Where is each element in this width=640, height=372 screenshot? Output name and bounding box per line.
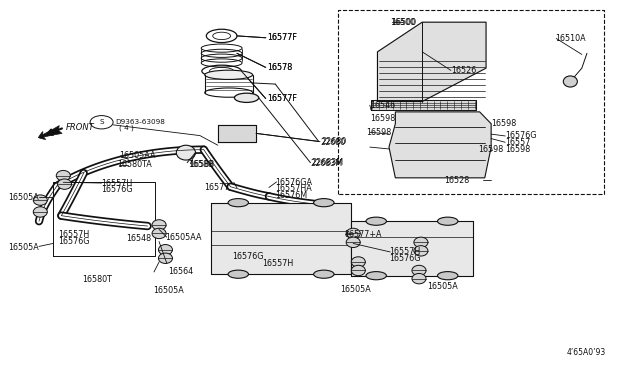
Text: 16576G: 16576G: [101, 185, 132, 194]
Ellipse shape: [159, 244, 173, 255]
Text: 16505AA: 16505AA: [166, 232, 202, 242]
Text: 16576M: 16576M: [275, 191, 307, 200]
Text: 16577F: 16577F: [267, 33, 297, 42]
Text: 16598: 16598: [478, 145, 504, 154]
Polygon shape: [218, 125, 256, 141]
Ellipse shape: [228, 199, 248, 207]
Ellipse shape: [366, 217, 387, 225]
Polygon shape: [371, 100, 476, 110]
Ellipse shape: [414, 237, 428, 247]
Text: 16577F: 16577F: [268, 94, 298, 103]
Text: 16557H: 16557H: [262, 259, 294, 267]
Text: 16598: 16598: [505, 145, 531, 154]
Text: 16576G: 16576G: [232, 252, 264, 261]
Ellipse shape: [412, 265, 426, 276]
Ellipse shape: [346, 228, 360, 238]
Text: 16578: 16578: [267, 63, 292, 72]
Polygon shape: [378, 22, 486, 102]
Text: S: S: [99, 119, 104, 125]
Ellipse shape: [33, 195, 47, 205]
Text: 16578: 16578: [268, 63, 293, 72]
Ellipse shape: [234, 93, 259, 102]
Text: 16580TA: 16580TA: [118, 160, 152, 169]
Text: 16598: 16598: [491, 119, 516, 128]
Ellipse shape: [228, 270, 248, 278]
Text: 16577+A: 16577+A: [344, 230, 382, 240]
Text: 16598: 16598: [370, 114, 395, 123]
Ellipse shape: [438, 272, 458, 280]
Text: 4’65A0’93: 4’65A0’93: [567, 347, 606, 356]
Text: 22683M: 22683M: [310, 158, 342, 167]
Ellipse shape: [412, 273, 426, 284]
Ellipse shape: [414, 246, 428, 256]
Text: 16505A: 16505A: [428, 282, 458, 291]
Text: 16557H: 16557H: [101, 179, 132, 187]
Text: 16576G: 16576G: [389, 254, 420, 263]
Text: 16546: 16546: [370, 101, 395, 110]
Text: 16505AA: 16505AA: [119, 151, 156, 160]
Ellipse shape: [56, 170, 70, 181]
Polygon shape: [351, 221, 473, 276]
Text: 16564: 16564: [169, 267, 194, 276]
Text: 16500: 16500: [390, 18, 415, 27]
Text: 22680: 22680: [321, 137, 346, 146]
Ellipse shape: [314, 199, 334, 207]
Ellipse shape: [33, 207, 47, 217]
Text: 16505A: 16505A: [153, 286, 184, 295]
Ellipse shape: [152, 228, 166, 238]
Text: 16577F: 16577F: [268, 33, 298, 42]
Ellipse shape: [351, 265, 365, 276]
Ellipse shape: [176, 145, 195, 160]
Ellipse shape: [563, 76, 577, 87]
Text: 16505A: 16505A: [340, 285, 371, 294]
Polygon shape: [211, 203, 351, 274]
Ellipse shape: [205, 70, 253, 80]
Ellipse shape: [314, 270, 334, 278]
Text: 16510A: 16510A: [555, 34, 586, 43]
Text: 16580T: 16580T: [83, 275, 112, 284]
Text: 16557H: 16557H: [389, 247, 420, 256]
Text: 16557: 16557: [505, 138, 531, 147]
Text: 16576G: 16576G: [505, 131, 537, 141]
Text: FRONT: FRONT: [66, 123, 95, 132]
Text: 16577: 16577: [204, 183, 229, 192]
Ellipse shape: [58, 179, 72, 189]
Text: 16557H: 16557H: [58, 230, 90, 240]
Text: 16500: 16500: [392, 18, 417, 27]
Ellipse shape: [152, 220, 166, 230]
Text: 16505A: 16505A: [8, 193, 39, 202]
Text: 16526: 16526: [451, 66, 476, 75]
Text: D9363-63098: D9363-63098: [116, 119, 166, 125]
Text: 16576GA: 16576GA: [275, 178, 312, 187]
Ellipse shape: [438, 217, 458, 225]
Text: 22683M: 22683M: [312, 158, 344, 167]
Text: ( 4 ): ( 4 ): [119, 124, 134, 131]
Text: 16505A: 16505A: [8, 243, 39, 251]
Ellipse shape: [346, 237, 360, 247]
Ellipse shape: [366, 272, 387, 280]
Text: 16588: 16588: [188, 160, 214, 169]
Text: 22680: 22680: [320, 138, 345, 147]
Text: 16557HA: 16557HA: [275, 185, 312, 193]
Text: 16576G: 16576G: [58, 237, 90, 246]
Ellipse shape: [351, 257, 365, 267]
Polygon shape: [389, 112, 491, 178]
Text: 16528: 16528: [445, 176, 470, 185]
Text: 16588: 16588: [189, 160, 214, 169]
Text: 16577F: 16577F: [267, 94, 297, 103]
Text: 16598: 16598: [366, 128, 391, 137]
Text: 16548: 16548: [126, 234, 151, 243]
Ellipse shape: [159, 253, 173, 263]
